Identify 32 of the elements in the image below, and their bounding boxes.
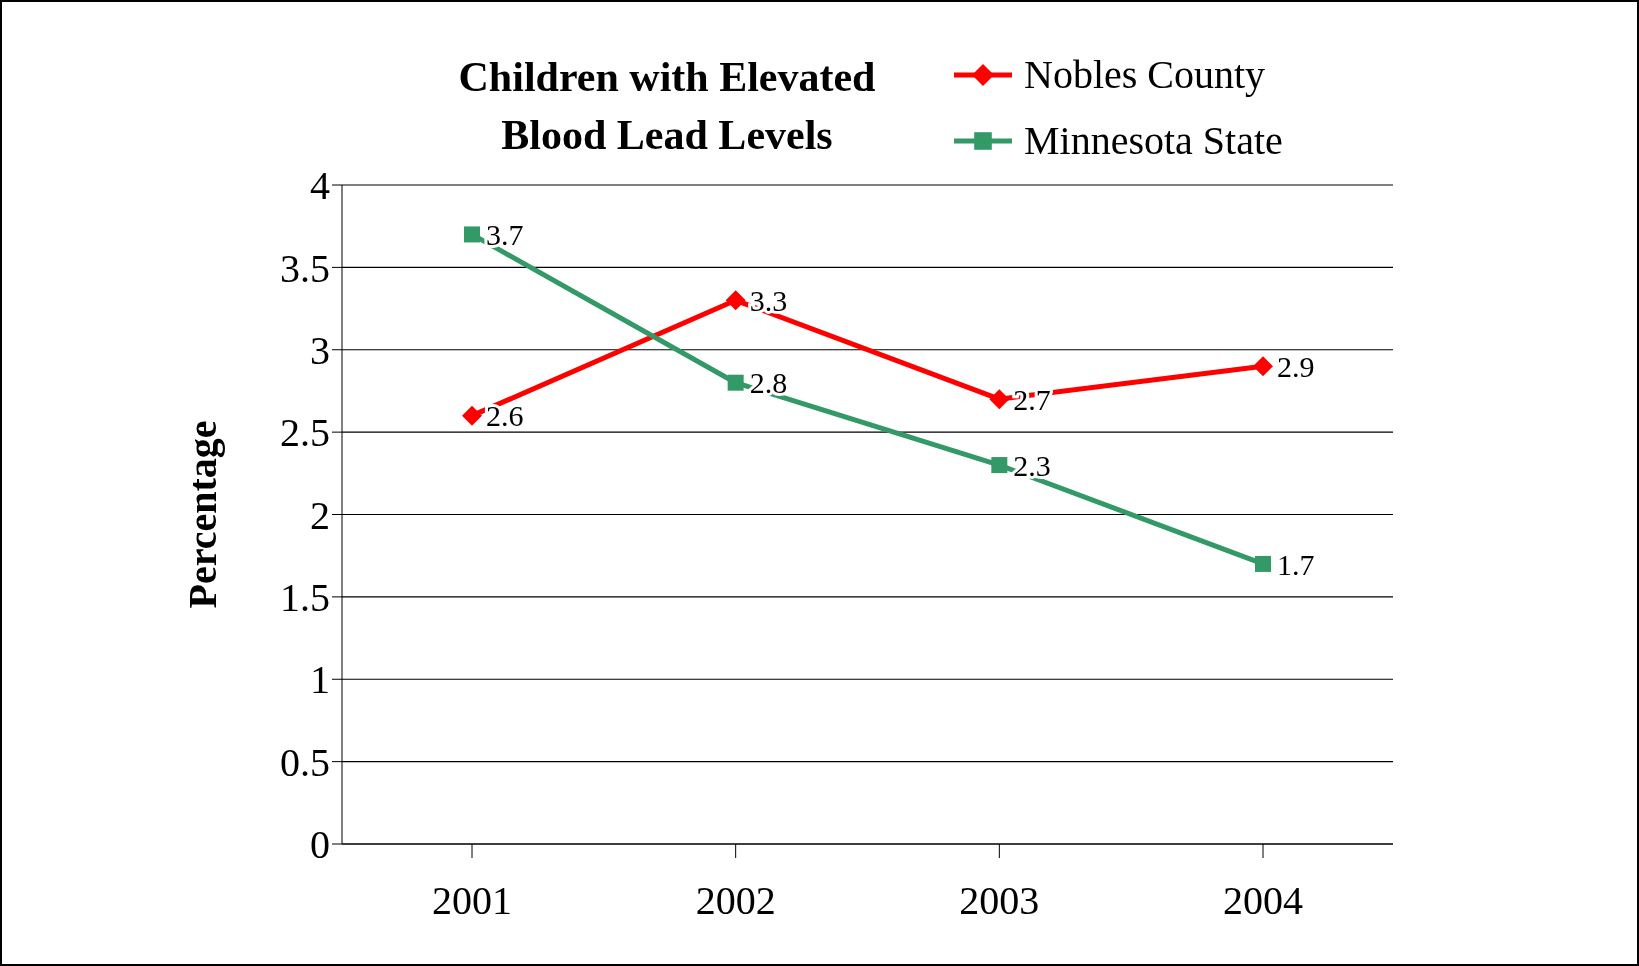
point <box>1255 555 1271 572</box>
y-tick-label: 0 <box>310 822 330 868</box>
data-label: 2.9 <box>1277 349 1315 383</box>
point <box>727 374 744 391</box>
y-tick-label: 3.5 <box>280 245 330 291</box>
y-axis-title: Percentage <box>180 420 226 609</box>
point <box>989 389 1010 410</box>
x-tick-label: 2004 <box>1223 878 1303 924</box>
data-label: 2.8 <box>749 366 788 400</box>
point <box>462 405 482 426</box>
data-label: 3.7 <box>486 218 524 252</box>
x-tick-label: 2001 <box>432 878 512 924</box>
y-tick-label: 0.5 <box>280 739 330 785</box>
y-tick-label: 3 <box>310 327 330 373</box>
y-tick-label: 2 <box>310 492 330 538</box>
legend-label: Nobles County <box>1024 51 1266 99</box>
y-tick-label: 1 <box>310 657 330 703</box>
y-tick-label: 1.5 <box>280 575 330 621</box>
y-tick-label: 2.5 <box>280 410 330 456</box>
data-label: 3.3 <box>749 283 788 317</box>
x-tick-label: 2002 <box>695 878 776 924</box>
data-label: 2.3 <box>1013 448 1051 482</box>
point <box>991 457 1008 474</box>
x-tick-label: 2003 <box>959 878 1040 924</box>
chart-title: Children with Elevated Blood Lead Levels <box>457 53 877 160</box>
y-tick-label: 4 <box>310 163 330 209</box>
point <box>464 226 480 243</box>
point <box>1253 356 1273 377</box>
data-label: 1.7 <box>1277 547 1315 581</box>
data-label: 2.6 <box>486 399 524 433</box>
point <box>725 290 746 311</box>
legend-label: Minnesota State <box>1024 117 1283 165</box>
